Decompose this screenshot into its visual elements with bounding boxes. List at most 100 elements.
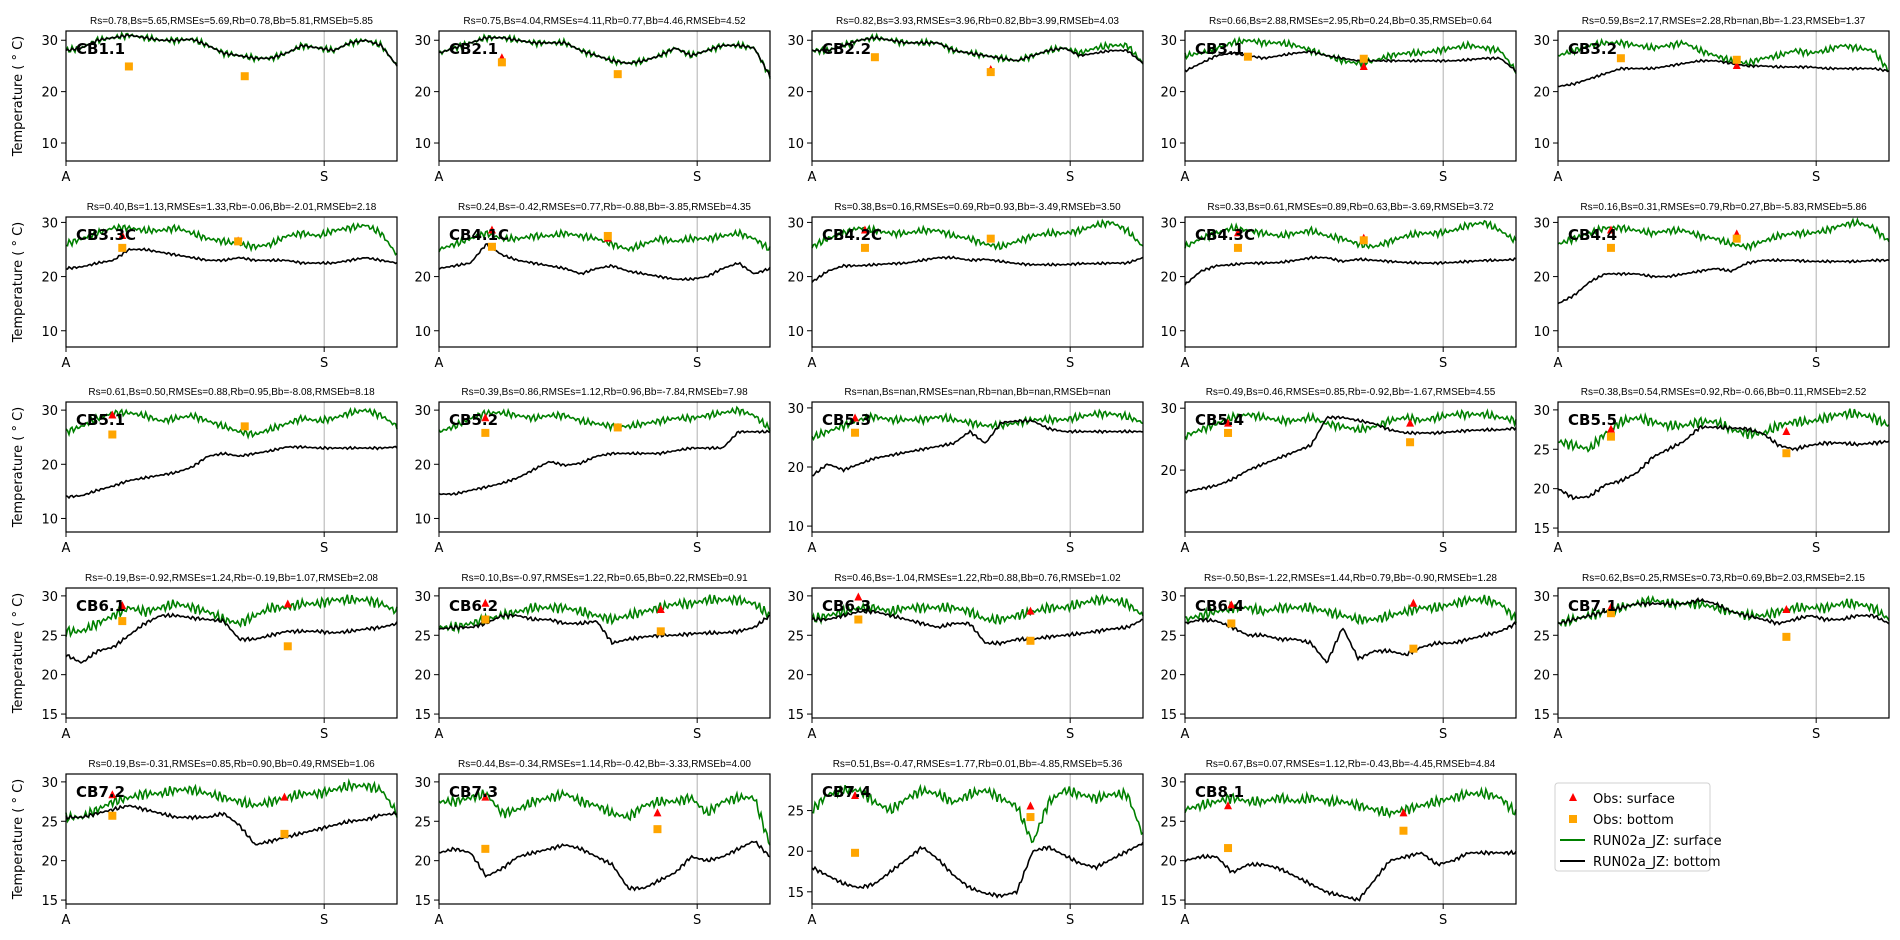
obs-bottom-marker (854, 615, 863, 624)
y-tick-label: 30 (41, 776, 58, 791)
series-bottom-line (65, 33, 398, 67)
axes-frame (438, 587, 771, 719)
y-tick-label: 20 (1533, 669, 1550, 684)
panel-title: Rs=0.38,Bs=0.54,RMSEs=0.92,Rb=-0.66,Bb=0… (1581, 387, 1867, 398)
y-tick-label: 30 (41, 404, 58, 419)
obs-bottom-marker (118, 617, 127, 626)
x-tick-label: A (62, 356, 71, 371)
obs-surface-marker (656, 605, 665, 614)
y-tick-label: 20 (41, 86, 58, 101)
obs-bottom-marker (860, 243, 869, 252)
panel-title: Rs=0.33,Bs=0.61,RMSEs=0.89,Rb=0.63,Bb=-3… (1207, 202, 1494, 213)
series-bottom-line (65, 612, 398, 664)
obs-surface-marker (1224, 801, 1233, 810)
y-tick-label: 20 (787, 86, 804, 101)
series-surface-line (438, 227, 771, 253)
series-bottom-line (1557, 257, 1890, 305)
panel-title: Rs=0.75,Bs=4.04,RMSEs=4.11,Rb=0.77,Bb=4.… (463, 16, 746, 27)
y-tick-label: 15 (787, 886, 804, 901)
obs-bottom-marker (851, 428, 860, 437)
obs-bottom-marker (1406, 438, 1415, 447)
series-bottom-line (65, 804, 398, 846)
panel-title: Rs=0.40,Bs=1.13,RMSEs=1.33,Rb=-0.06,Bb=-… (87, 202, 377, 213)
panel-cb5-5: Rs=0.38,Bs=0.54,RMSEs=0.92,Rb=-0.66,Bb=0… (1533, 387, 1890, 556)
obs-bottom-marker (108, 430, 117, 439)
y-tick-label: 20 (787, 461, 804, 476)
panel-station-label: CB3.3C (76, 226, 136, 244)
obs-surface-marker (118, 230, 127, 239)
axes-frame (811, 30, 1144, 162)
panel-cb7-1: Rs=0.62,Bs=0.25,RMSEs=0.73,Rb=0.69,Bb=2.… (1533, 573, 1890, 742)
x-tick-label: A (1181, 170, 1190, 185)
obs-surface-marker (1606, 602, 1615, 611)
panel-cb3-3c: Rs=0.40,Bs=1.13,RMSEs=1.33,Rb=-0.06,Bb=-… (11, 202, 398, 371)
y-tick-label: 30 (1533, 590, 1550, 605)
y-tick-label: 30 (1160, 402, 1177, 417)
y-tick-label: 25 (41, 629, 58, 644)
y-tick-label: 20 (787, 669, 804, 684)
y-tick-label: 25 (41, 815, 58, 830)
panel-cb7-4: Rs=0.51,Bs=-0.47,RMSEs=1.77,Rb=0.01,Bb=-… (787, 759, 1144, 928)
x-tick-label: S (1439, 170, 1447, 185)
axes-frame (811, 216, 1144, 348)
legend-label: Obs: surface (1593, 792, 1675, 807)
series-surface-line (1557, 217, 1890, 253)
series-bottom-line (1184, 255, 1517, 286)
y-tick-label: 25 (1533, 443, 1550, 458)
obs-bottom-marker (481, 428, 490, 437)
obs-surface-marker (1224, 418, 1233, 427)
y-axis-label: Temperature ( ° C) (11, 779, 26, 900)
x-tick-label: S (1066, 170, 1074, 185)
x-tick-label: S (693, 170, 701, 185)
y-tick-label: 30 (1160, 776, 1177, 791)
axes-frame (65, 401, 398, 533)
obs-surface-marker (1409, 598, 1418, 607)
obs-bottom-marker (118, 243, 127, 252)
y-tick-label: 20 (414, 86, 431, 101)
panel-station-label: CB3.2 (1568, 40, 1617, 58)
y-tick-label: 15 (414, 894, 431, 909)
obs-bottom-marker (108, 811, 117, 820)
obs-bottom-marker (1399, 826, 1408, 835)
panel-cb7-2: Rs=0.19,Bs=-0.31,RMSEs=0.85,Rb=0.90,Bb=0… (11, 759, 398, 928)
panel-station-label: CB7.4 (822, 783, 871, 801)
series-surface-line (1184, 408, 1517, 441)
y-tick-label: 30 (414, 34, 431, 49)
series-bottom-line (65, 247, 398, 271)
obs-surface-marker (108, 790, 117, 799)
panel-station-label: CB8.1 (1195, 783, 1244, 801)
axes-frame (1184, 401, 1517, 533)
panel-cb5-2: Rs=0.39,Bs=0.86,RMSEs=1.12,Rb=0.96,Bb=-7… (414, 387, 771, 556)
obs-surface-marker (280, 792, 289, 801)
y-axis-label: Temperature ( ° C) (11, 593, 26, 714)
x-tick-label: A (1554, 541, 1563, 556)
y-tick-label: 25 (1533, 629, 1550, 644)
panel-title: Rs=0.39,Bs=0.86,RMSEs=1.12,Rb=0.96,Bb=-7… (461, 387, 748, 398)
series-surface-line (65, 777, 398, 824)
obs-surface-marker (1359, 61, 1368, 70)
x-tick-label: S (1066, 727, 1074, 742)
panel-station-label: CB7.2 (76, 783, 125, 801)
series-surface-line (438, 594, 771, 635)
y-tick-label: 30 (414, 776, 431, 791)
obs-bottom-marker (1233, 243, 1242, 252)
obs-bottom-marker (1224, 844, 1233, 853)
series-bottom-line (438, 36, 771, 78)
obs-surface-marker (481, 413, 490, 422)
legend-frame (1554, 782, 1711, 872)
y-tick-label: 10 (41, 512, 58, 527)
y-tick-label: 15 (414, 708, 431, 723)
x-tick-label: S (320, 541, 328, 556)
x-tick-label: S (1066, 541, 1074, 556)
x-tick-label: A (808, 913, 817, 928)
series-bottom-line (811, 841, 1144, 899)
obs-surface-marker (1732, 60, 1741, 69)
series-surface-line (65, 406, 398, 440)
y-tick-label: 10 (1533, 137, 1550, 152)
series-surface-line (438, 788, 771, 846)
panel-title: Rs=0.44,Bs=-0.34,RMSEs=1.14,Rb=-0.42,Bb=… (458, 759, 751, 770)
obs-bottom-marker (481, 844, 490, 853)
panel-cb3-2: Rs=0.59,Bs=2.17,RMSEs=2.28,Rb=nan,Bb=-1.… (1533, 16, 1890, 185)
y-tick-label: 10 (41, 325, 58, 340)
series-bottom-line (811, 35, 1144, 65)
